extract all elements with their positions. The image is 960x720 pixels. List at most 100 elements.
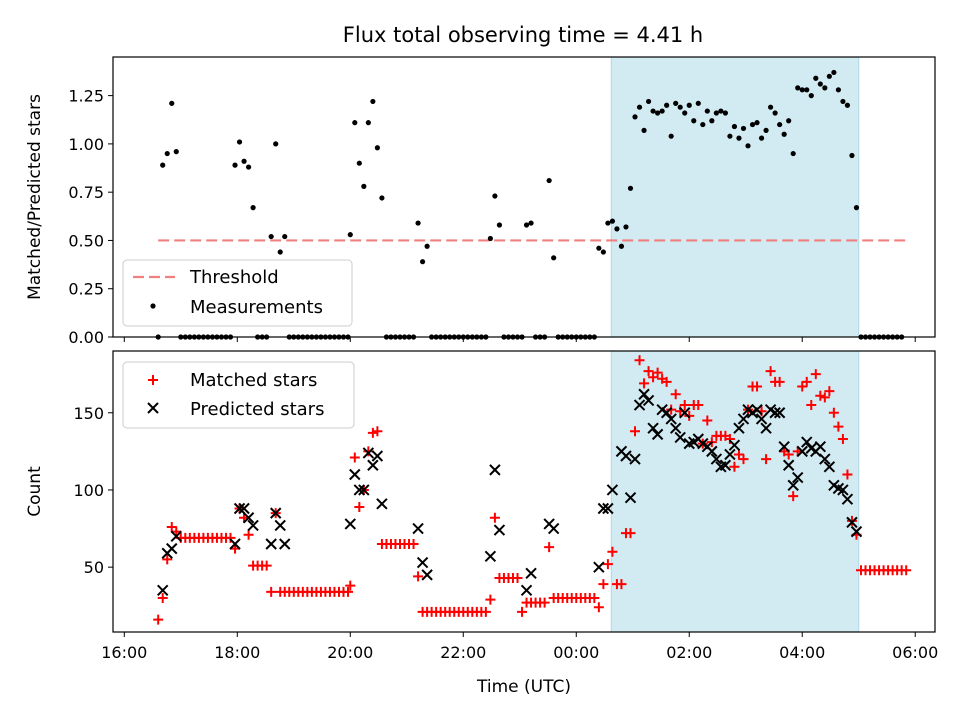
measurement-point xyxy=(673,100,679,106)
series-matched-stars xyxy=(153,355,912,625)
legend-matched-label: Matched stars xyxy=(190,370,317,391)
predicted-star-point xyxy=(724,448,736,461)
matched-star-point xyxy=(413,571,424,582)
measurement-point xyxy=(424,243,430,249)
measurement-point xyxy=(853,205,860,211)
measurement-point xyxy=(691,118,697,124)
x-tick-label: 00:00 xyxy=(553,643,599,662)
predicted-star-point xyxy=(823,461,836,473)
measurement-point xyxy=(415,220,421,226)
matched-star-point xyxy=(544,542,555,553)
measurement-point xyxy=(668,133,674,139)
matched-star-point xyxy=(774,376,785,387)
measurement-point xyxy=(352,120,358,126)
predicted-star-point xyxy=(719,459,732,471)
y-tick-label-top: 0.75 xyxy=(68,183,104,202)
matched-star-point xyxy=(349,452,360,463)
predicted-star-point xyxy=(367,459,379,471)
matched-star-point xyxy=(598,579,609,590)
matched-star-point xyxy=(625,528,636,539)
x-tick-label: 18:00 xyxy=(214,643,260,662)
predicted-star-point xyxy=(755,413,768,425)
measurement-point xyxy=(641,127,647,133)
y-tick-label-top: 1.00 xyxy=(68,135,104,154)
predicted-star-point xyxy=(846,516,858,529)
measurement-point xyxy=(722,110,729,116)
matched-star-point xyxy=(788,491,799,502)
matched-star-point xyxy=(607,546,618,557)
predicted-star-point xyxy=(782,459,795,471)
measurement-point xyxy=(618,243,625,249)
matched-star-point xyxy=(225,532,236,543)
predicted-star-point xyxy=(269,507,282,519)
predicted-star-point xyxy=(796,445,808,458)
matched-star-point xyxy=(806,400,817,411)
predicted-star-point xyxy=(606,484,619,496)
legend-bottom: Matched stars Predicted stars xyxy=(122,361,355,429)
measurement-point xyxy=(596,245,602,251)
x-tick-label: 04:00 xyxy=(779,643,825,662)
matched-star-point xyxy=(842,469,853,480)
measurement-point xyxy=(370,98,376,105)
measurement-point xyxy=(768,104,774,110)
predicted-star-point xyxy=(233,502,246,515)
matched-star-point xyxy=(846,515,857,526)
measurement-point xyxy=(528,220,534,226)
predicted-star-point xyxy=(665,413,677,425)
predicted-star-point xyxy=(651,428,664,441)
predicted-star-point xyxy=(166,542,178,555)
matched-star-point xyxy=(652,367,663,378)
measurement-point xyxy=(241,158,247,164)
matched-star-point xyxy=(367,427,378,438)
measurement-point xyxy=(496,222,503,228)
measurement-point xyxy=(736,135,742,141)
predicted-star-point xyxy=(349,468,361,481)
predicted-star-point xyxy=(416,556,429,569)
measurement-point xyxy=(740,125,747,132)
matched-star-point xyxy=(765,366,776,377)
measurement-point xyxy=(614,226,620,232)
measurement-point xyxy=(361,183,367,189)
predicted-star-point xyxy=(620,450,632,462)
measurement-point xyxy=(645,98,652,105)
legend-box-top xyxy=(122,259,353,327)
measurement-point xyxy=(709,118,715,124)
matched-star-point xyxy=(648,372,659,383)
panel-bottom-counts: 50 100 150 16:00 18:00 20:00 22:00 00:00 02:00 04… xyxy=(25,350,938,697)
predicted-star-point xyxy=(787,479,799,492)
matched-star-point xyxy=(729,461,740,472)
predicted-star-point xyxy=(801,436,813,448)
predicted-star-point xyxy=(358,484,370,496)
matched-star-point xyxy=(408,538,419,549)
y-tick-label-top: 1.25 xyxy=(68,87,104,106)
measurement-point xyxy=(772,110,778,116)
measurement-point xyxy=(664,102,670,108)
measurement-point xyxy=(826,73,832,79)
matched-star-point xyxy=(670,389,681,400)
matched-star-point xyxy=(589,593,600,604)
measurement-point xyxy=(686,102,692,108)
x-tick-label: 20:00 xyxy=(327,643,373,662)
predicted-star-point xyxy=(157,584,169,597)
measurement-point xyxy=(245,164,252,170)
matched-star-point xyxy=(639,378,650,389)
measurement-point xyxy=(749,121,756,128)
matched-star-point xyxy=(901,565,912,576)
measurement-point xyxy=(173,149,179,155)
predicted-star-point xyxy=(362,447,375,459)
measurement-point xyxy=(704,108,710,114)
predicted-star-point xyxy=(170,530,182,542)
measurement-point xyxy=(605,220,611,226)
matched-star-point xyxy=(810,369,821,380)
measurement-point xyxy=(419,259,426,265)
measurement-point xyxy=(808,93,814,99)
y-tick-label-top: 0.50 xyxy=(68,231,104,250)
predicted-star-point xyxy=(629,453,641,465)
matched-star-point xyxy=(724,434,735,445)
matched-star-point xyxy=(643,366,654,377)
matched-star-point xyxy=(363,446,374,457)
measurement-point xyxy=(849,152,855,159)
predicted-star-point xyxy=(493,524,506,536)
predicted-star-point xyxy=(229,538,241,550)
measurement-point xyxy=(655,110,661,116)
